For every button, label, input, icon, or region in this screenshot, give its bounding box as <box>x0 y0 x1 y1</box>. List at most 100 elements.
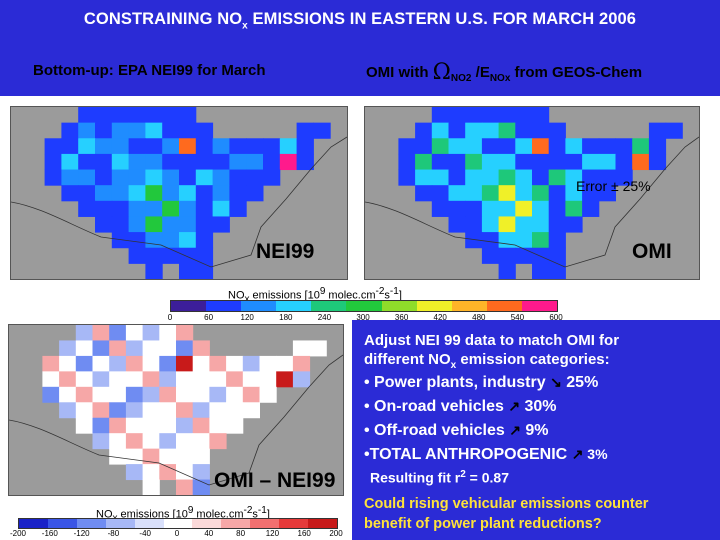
map-cell <box>195 247 214 264</box>
map-cell <box>109 386 127 403</box>
map-cell <box>92 386 110 403</box>
map-cell <box>226 355 244 372</box>
map-cell <box>448 138 466 155</box>
colorbar-swatch <box>105 519 136 528</box>
map-cell <box>44 138 62 155</box>
bullet-total-anthropogenic: •TOTAL ANTHROPOGENIC ↗ 3% <box>364 446 608 463</box>
colorbar-swatch <box>311 301 347 311</box>
page-title: CONSTRAINING NOx EMISSIONS IN EASTERN U.… <box>83 10 637 32</box>
map-cell <box>145 107 163 124</box>
map-cell <box>515 232 533 249</box>
map-cell <box>176 386 194 403</box>
map-cell <box>212 169 230 186</box>
map-cell <box>75 417 93 434</box>
map-cell <box>548 247 566 264</box>
map-cell <box>582 169 600 186</box>
map-cell <box>415 138 433 155</box>
map-cell <box>142 464 160 481</box>
map-cell <box>515 185 533 202</box>
omega-symbol: Ω <box>432 60 451 85</box>
map-cell <box>128 107 146 124</box>
map-cell <box>498 200 516 217</box>
map-cell <box>179 216 197 233</box>
map-cell <box>142 433 160 450</box>
map-cell <box>78 185 96 202</box>
map-cell <box>125 325 144 341</box>
colorbar-bottom <box>18 518 338 529</box>
map-cell <box>179 169 197 186</box>
diff-map-grid <box>9 325 343 495</box>
colorbar-tick-label: 120 <box>265 529 280 538</box>
map-cell <box>159 417 177 434</box>
map-cell <box>465 216 483 233</box>
map-cell <box>176 371 194 388</box>
colorbar-tick-label: 180 <box>279 313 293 322</box>
map-cell <box>481 153 500 171</box>
map-cell <box>548 200 566 217</box>
map-cell <box>229 138 247 155</box>
colorbar-tick-label: 540 <box>510 313 525 322</box>
arrow-down-icon: ↘ <box>550 374 562 390</box>
map-cell <box>59 371 77 388</box>
colorbar-swatch <box>521 301 558 311</box>
map-cell <box>481 247 500 264</box>
map-cell <box>226 371 244 388</box>
map-cell <box>145 169 163 186</box>
map-cell <box>398 153 416 171</box>
colorbar-tick-label: 480 <box>472 313 486 322</box>
map-cell <box>229 153 247 171</box>
map-cell <box>142 325 160 341</box>
map-cell <box>431 138 449 155</box>
coastline-icon <box>365 136 699 268</box>
map-cell <box>125 433 144 450</box>
map-cell <box>565 185 583 202</box>
map-cell <box>179 107 197 124</box>
map-cell <box>109 417 127 434</box>
map-cell <box>309 340 327 357</box>
map-cell <box>195 232 214 249</box>
map-cell <box>465 200 483 217</box>
map-cell <box>192 386 210 403</box>
map-cell <box>109 402 127 419</box>
map-cell <box>246 153 264 171</box>
map-cell <box>142 355 160 372</box>
arrow-up-icon: ↗ <box>508 398 521 414</box>
map-cell <box>481 122 500 139</box>
nei99-map-grid <box>11 107 347 279</box>
map-cell <box>565 216 583 233</box>
map-cell <box>226 386 244 403</box>
map-cell <box>465 169 483 186</box>
map-cell <box>615 138 633 155</box>
map-cell <box>162 216 180 233</box>
colorbar-swatch <box>221 519 251 528</box>
map-cell <box>125 448 144 465</box>
map-cell <box>195 185 214 202</box>
map-cell <box>128 216 146 233</box>
colorbar-tick-label: 600 <box>549 313 563 322</box>
map-cell <box>548 153 566 171</box>
map-cell <box>229 169 247 186</box>
map-cell <box>162 153 180 171</box>
map-cell <box>59 355 77 372</box>
colorbar-swatch <box>308 519 338 528</box>
map-cell <box>565 153 583 171</box>
map-cell <box>532 185 550 202</box>
map-cell <box>615 153 633 171</box>
colorbar-tick-label: 0 <box>167 313 173 322</box>
colorbar-tick-label: -80 <box>107 529 120 538</box>
map-cell <box>292 340 311 357</box>
map-cell <box>75 402 93 419</box>
map-cell <box>145 263 163 279</box>
map-label-omi: OMI <box>632 240 672 263</box>
map-cell <box>195 200 214 217</box>
map-cell <box>179 232 197 249</box>
map-cell <box>59 402 77 419</box>
arrow-up-icon: ↗ <box>571 446 584 462</box>
map-cell <box>92 417 110 434</box>
error-note: Error ± 25% <box>576 178 651 194</box>
map-cell <box>142 402 160 419</box>
colorbar-tick-label: -160 <box>41 529 58 538</box>
map-cell <box>582 138 600 155</box>
map-cell <box>582 185 600 202</box>
map-cell <box>109 371 127 388</box>
